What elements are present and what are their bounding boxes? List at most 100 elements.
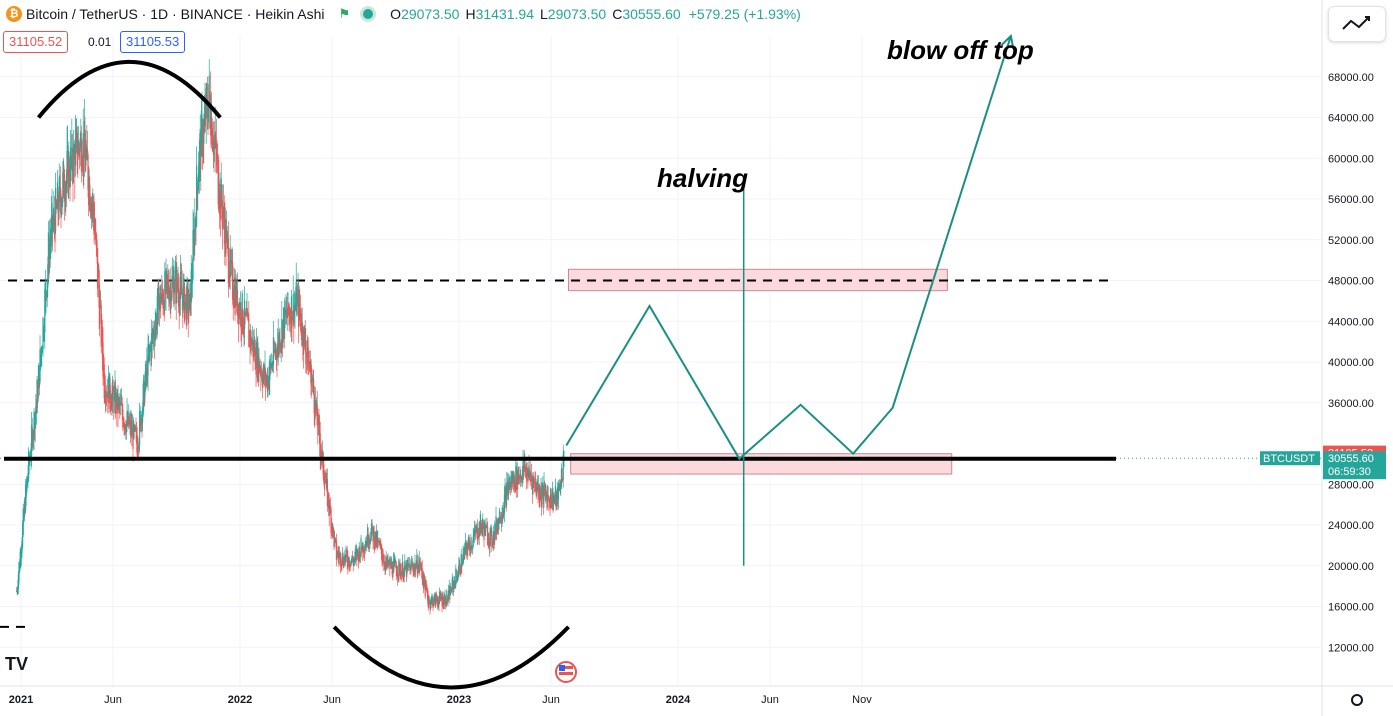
candle-body bbox=[448, 590, 450, 600]
candle-body bbox=[336, 550, 338, 559]
candle-body bbox=[505, 491, 507, 508]
candle-body bbox=[495, 515, 497, 533]
candle-body bbox=[225, 228, 227, 254]
price-zone[interactable] bbox=[570, 453, 953, 475]
candle-body bbox=[465, 543, 467, 547]
candle-body bbox=[250, 331, 252, 341]
chart-type-button[interactable] bbox=[1328, 6, 1386, 42]
event-flag-canton bbox=[559, 665, 565, 671]
candle-body bbox=[562, 479, 564, 481]
candle-body bbox=[88, 172, 90, 206]
candle-body bbox=[257, 354, 260, 382]
price-tick-label: 24000.00 bbox=[1328, 520, 1374, 532]
candle-body bbox=[282, 320, 284, 340]
candle-body bbox=[240, 308, 242, 329]
candle-body bbox=[547, 495, 549, 498]
candle-body bbox=[322, 452, 324, 476]
candle-body bbox=[271, 362, 273, 368]
candle-body bbox=[167, 278, 169, 281]
flag-icon[interactable]: ⚑ bbox=[338, 6, 351, 21]
candle-body bbox=[393, 558, 395, 568]
candle-body bbox=[57, 194, 59, 212]
price-tick-label: 52000.00 bbox=[1328, 235, 1374, 247]
time-tick-label: 2024 bbox=[666, 694, 691, 706]
candle-body bbox=[536, 486, 538, 491]
time-tick-label: Jun bbox=[542, 694, 560, 706]
last-price-tag bbox=[1323, 451, 1386, 480]
candle-body bbox=[316, 404, 318, 426]
candle-body bbox=[272, 337, 275, 365]
candle-body bbox=[473, 527, 476, 538]
time-tick-label: Jun bbox=[104, 694, 122, 706]
candle-body bbox=[464, 551, 466, 555]
candle-body bbox=[70, 147, 72, 181]
candle-body bbox=[165, 268, 167, 293]
candle-body bbox=[450, 590, 452, 593]
open-key: O bbox=[390, 6, 402, 22]
candles bbox=[16, 59, 565, 615]
candle-body bbox=[162, 293, 164, 309]
candle-body bbox=[478, 536, 480, 538]
bitcoin-logo-icon: ₿ bbox=[6, 6, 22, 22]
candle-body bbox=[51, 203, 53, 230]
candle-body bbox=[356, 552, 358, 560]
price-tick-label: 64000.00 bbox=[1328, 113, 1374, 125]
buy-button[interactable]: 31105.53 bbox=[120, 31, 186, 53]
candle-body bbox=[388, 562, 390, 564]
candle-body bbox=[406, 566, 408, 577]
candle-body bbox=[24, 508, 26, 513]
candle-body bbox=[219, 184, 221, 204]
candle-body bbox=[415, 565, 417, 572]
candle-body bbox=[533, 478, 535, 483]
candle-body bbox=[560, 487, 562, 489]
candle-body bbox=[266, 378, 269, 392]
candle-body bbox=[106, 396, 108, 398]
symbol-tag bbox=[1260, 451, 1320, 466]
candle-body bbox=[370, 540, 372, 542]
candle-body bbox=[147, 344, 149, 376]
price-tick-label: 36000.00 bbox=[1328, 398, 1374, 410]
price-tick-label: 60000.00 bbox=[1328, 153, 1374, 165]
candle-body bbox=[136, 436, 138, 456]
candle-body bbox=[191, 280, 193, 287]
candle-body bbox=[79, 147, 81, 157]
candle-body bbox=[548, 496, 550, 502]
sell-button[interactable]: 31105.52 bbox=[3, 31, 69, 53]
price-tick-label: 16000.00 bbox=[1328, 602, 1374, 614]
top-arc[interactable] bbox=[36, 59, 222, 119]
candle-body bbox=[234, 292, 236, 315]
candle-body bbox=[527, 472, 529, 484]
settings-gear-icon[interactable] bbox=[1351, 694, 1363, 706]
candle-body bbox=[337, 553, 339, 557]
candle-body bbox=[210, 111, 212, 145]
symbol-title[interactable]: Bitcoin / TetherUS · 1D · BINANCE · Heik… bbox=[26, 6, 325, 22]
candle-body bbox=[105, 395, 107, 397]
candle-body bbox=[189, 283, 191, 303]
candle-body bbox=[100, 304, 102, 307]
candle-body bbox=[542, 484, 544, 495]
candle-body bbox=[331, 524, 333, 537]
candle-body bbox=[315, 405, 317, 411]
candle-body bbox=[521, 477, 523, 483]
candle-body bbox=[551, 502, 553, 504]
candle-body bbox=[524, 463, 526, 473]
candle-body bbox=[16, 589, 18, 592]
candle-body bbox=[229, 248, 231, 278]
candle-body bbox=[373, 528, 375, 535]
candle-body bbox=[405, 563, 407, 569]
candle-body bbox=[85, 145, 87, 171]
candle-body bbox=[230, 263, 232, 266]
candle-body bbox=[364, 550, 366, 553]
projection-path[interactable] bbox=[565, 35, 1012, 461]
candle-body bbox=[221, 192, 223, 209]
candle-body bbox=[179, 292, 181, 306]
price-tick-label: 20000.00 bbox=[1328, 561, 1374, 573]
candle-body bbox=[140, 414, 143, 425]
candle-body bbox=[68, 165, 71, 182]
bottom-arc[interactable] bbox=[332, 625, 570, 690]
candle-body bbox=[340, 560, 342, 567]
candle-body bbox=[153, 332, 155, 338]
candle-body bbox=[114, 383, 116, 397]
candle-body bbox=[60, 193, 62, 218]
